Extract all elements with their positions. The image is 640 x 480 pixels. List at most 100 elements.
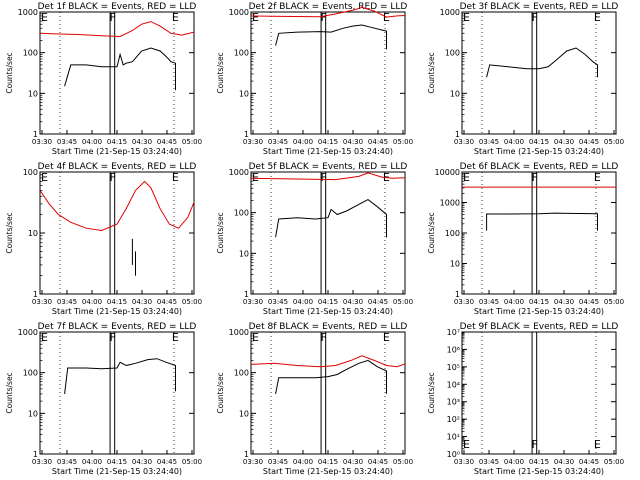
panel-det-1: Det 1f BLACK = Events, RED = LLD 1 10 100 10… xyxy=(5,2,202,156)
series-line-events xyxy=(486,212,598,231)
event-marker-label: E xyxy=(41,171,48,184)
plot-frame xyxy=(461,331,617,455)
series-line-events xyxy=(486,47,598,78)
x-tick-label: 04:00 xyxy=(293,298,313,306)
x-tick-label: 04:15 xyxy=(107,298,127,306)
x-axis-label: Start Time (21-Sep-15 03:24:40) xyxy=(52,307,182,316)
y-tick-label: 1 xyxy=(244,130,249,139)
event-marker-label: E xyxy=(41,331,48,344)
series-line-events xyxy=(275,199,387,238)
series-line-lld xyxy=(250,172,406,181)
x-tick-label: 04:00 xyxy=(82,298,102,306)
x-tick-label: 04:45 xyxy=(157,458,177,466)
x-tick-label: 04:30 xyxy=(132,138,152,146)
event-marker-label: F xyxy=(110,171,116,184)
y-tick-label: 10¹ xyxy=(447,433,460,442)
x-tick-label: 05:00 xyxy=(393,138,413,146)
y-tick-label: 1 xyxy=(33,450,38,459)
x-tick-label: 04:00 xyxy=(504,138,524,146)
x-tick-label: 05:00 xyxy=(393,458,413,466)
x-tick-label: 05:00 xyxy=(182,458,202,466)
x-tick-label: 04:30 xyxy=(132,458,152,466)
x-tick-label: 04:00 xyxy=(293,138,313,146)
x-tick-label: 04:30 xyxy=(554,458,574,466)
y-tick-label: 10⁶ xyxy=(447,345,460,354)
event-marker-label: E xyxy=(463,171,470,184)
y-tick-label: 1000 xyxy=(229,8,249,17)
y-tick-label: 1000 xyxy=(440,8,460,17)
x-axis-label: Start Time (21-Sep-15 03:24:40) xyxy=(52,147,182,156)
y-tick-label: 10⁰ xyxy=(447,450,460,459)
x-tick-label: 04:45 xyxy=(368,298,388,306)
x-tick-label: 05:00 xyxy=(604,138,624,146)
y-tick-label: 10⁵ xyxy=(447,363,460,372)
x-tick-label: 04:45 xyxy=(579,458,599,466)
y-tick-label: 1 xyxy=(33,130,38,139)
y-axis-label: Counts/sec xyxy=(427,212,436,253)
x-axis-label: Start Time (21-Sep-15 03:24:40) xyxy=(474,467,604,476)
x-tick-label: 04:00 xyxy=(504,458,524,466)
panel-det-5: Det 5f BLACK = Events, RED = LLD 1 10 100 10… xyxy=(216,162,413,316)
y-tick-label: 100 xyxy=(23,49,38,58)
y-axis-label: Counts/sec xyxy=(216,372,225,413)
plot-frame xyxy=(461,11,617,135)
y-tick-label: 1 xyxy=(455,290,460,299)
x-tick-label: 04:30 xyxy=(343,138,363,146)
y-tick-label: 10² xyxy=(447,415,460,424)
event-marker-label: F xyxy=(321,11,327,24)
panel-det-4: Det 4f BLACK = Events, RED = LLD 1 10 100 Co… xyxy=(5,162,202,316)
series-line-events xyxy=(275,359,387,394)
x-tick-label: 03:30 xyxy=(32,458,52,466)
y-tick-label: 100 xyxy=(23,168,38,177)
series-line-events xyxy=(64,358,176,394)
x-tick-label: 03:45 xyxy=(268,298,288,306)
x-tick-label: 04:00 xyxy=(82,138,102,146)
plot-frame xyxy=(39,171,195,295)
panel-title: Det 7f BLACK = Events, RED = LLD xyxy=(38,322,197,332)
x-tick-label: 04:30 xyxy=(554,298,574,306)
x-tick-label: 04:30 xyxy=(343,458,363,466)
x-axis-label: Start Time (21-Sep-15 03:24:40) xyxy=(263,307,393,316)
series-line-lld xyxy=(39,21,195,38)
event-marker-label: F xyxy=(321,171,327,184)
x-tick-label: 04:00 xyxy=(293,458,313,466)
y-tick-label: 1 xyxy=(33,290,38,299)
series-line-lld xyxy=(39,180,195,232)
x-tick-label: 03:30 xyxy=(32,298,52,306)
x-tick-label: 05:00 xyxy=(182,298,202,306)
plot-frame xyxy=(250,331,406,455)
x-tick-label: 03:45 xyxy=(479,458,499,466)
event-marker-label: E xyxy=(172,171,179,184)
x-tick-label: 04:45 xyxy=(157,138,177,146)
y-tick-label: 10 xyxy=(28,409,38,418)
x-tick-label: 05:00 xyxy=(604,458,624,466)
x-tick-label: 04:30 xyxy=(132,298,152,306)
x-tick-label: 03:30 xyxy=(454,298,474,306)
x-tick-label: 04:15 xyxy=(529,138,549,146)
y-axis-label: Counts/sec xyxy=(5,372,14,413)
y-axis-label: Counts/sec xyxy=(5,52,14,93)
y-tick-label: 10⁷ xyxy=(447,328,460,337)
x-tick-label: 03:45 xyxy=(57,138,77,146)
event-marker-label: E xyxy=(172,331,179,344)
x-tick-label: 04:15 xyxy=(107,138,127,146)
y-axis-label: Counts/sec xyxy=(427,52,436,93)
x-tick-label: 04:15 xyxy=(318,298,338,306)
y-tick-label: 10⁴ xyxy=(447,380,460,389)
x-tick-label: 04:15 xyxy=(529,458,549,466)
panel-det-8: Det 8f BLACK = Events, RED = LLD 1 10 100 10… xyxy=(216,322,413,476)
event-marker-label: E xyxy=(383,331,390,344)
panel-title: Det 2f BLACK = Events, RED = LLD xyxy=(249,2,408,12)
y-axis-label: Counts/sec xyxy=(216,212,225,253)
x-tick-label: 04:45 xyxy=(579,298,599,306)
panel-det-2: Det 2f BLACK = Events, RED = LLD 1 10 100 10… xyxy=(216,2,413,156)
event-marker-label: E xyxy=(252,171,259,184)
x-axis-label: Start Time (21-Sep-15 03:24:40) xyxy=(263,147,393,156)
event-marker-label: F xyxy=(532,11,538,24)
y-tick-label: 1000 xyxy=(18,8,38,17)
x-tick-label: 03:30 xyxy=(454,138,474,146)
x-tick-label: 04:00 xyxy=(82,458,102,466)
x-axis-label: Start Time (21-Sep-15 03:24:40) xyxy=(474,307,604,316)
x-tick-label: 03:45 xyxy=(57,298,77,306)
plot-frame xyxy=(250,171,406,295)
